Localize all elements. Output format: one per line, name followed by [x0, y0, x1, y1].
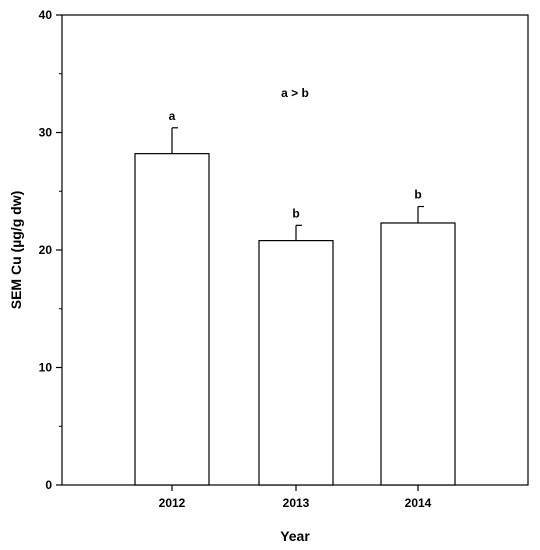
bar-2013 [258, 240, 334, 486]
y-tick-label: 10 [39, 361, 53, 375]
x-tick-label-2013: 2013 [283, 496, 310, 510]
bar-2012 [134, 153, 210, 486]
y-tick-label: 0 [45, 478, 52, 492]
bar-letter-2012: a [169, 109, 176, 123]
significance-annotation: a > b [281, 86, 309, 100]
x-axis-tick-labels: 2012 2013 2014 [159, 485, 432, 510]
y-axis-ticks: 0 10 20 30 40 [39, 8, 62, 492]
y-axis-title: SEM Cu (µg/g dw) [8, 191, 24, 310]
bar-letter-2014: b [414, 188, 421, 202]
x-axis-title: Year [280, 528, 310, 544]
bar-2014 [380, 222, 456, 486]
bar-letter-2013: b [292, 206, 299, 220]
x-tick-label-2014: 2014 [405, 496, 432, 510]
y-tick-label: 30 [39, 126, 53, 140]
y-tick-label: 40 [39, 8, 53, 22]
bars: a b b [134, 109, 456, 486]
y-tick-label: 20 [39, 243, 53, 257]
x-tick-label-2012: 2012 [159, 496, 186, 510]
